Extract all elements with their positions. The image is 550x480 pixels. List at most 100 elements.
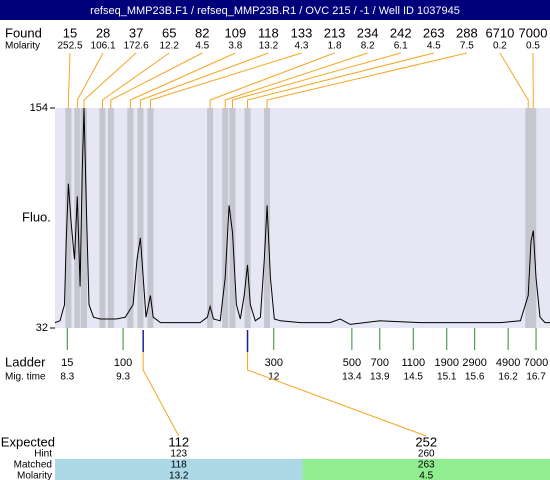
ladder-size: 300 xyxy=(265,357,283,369)
found-connector xyxy=(101,52,170,108)
peak-band xyxy=(81,108,88,328)
ladder-time: 15.1 xyxy=(437,372,457,383)
ladder-time: 13.4 xyxy=(342,372,362,383)
expected-connector xyxy=(247,352,427,437)
found-molarity: 6.1 xyxy=(394,41,408,52)
found-size: 234 xyxy=(357,25,379,40)
ladder-size: 1100 xyxy=(401,357,425,369)
ladder-time: 13.9 xyxy=(370,372,390,383)
y-label: Fluo. xyxy=(22,209,51,224)
found-connector xyxy=(247,52,434,108)
ladder-time: 8.3 xyxy=(60,372,74,383)
expected-connector xyxy=(142,352,180,437)
molarity-row-label: Molarity xyxy=(17,471,52,480)
found-molarity: 4.5 xyxy=(195,41,209,52)
title: refseq_MMP23B.F1 / refseq_MMP23B.R1 / OV… xyxy=(90,5,460,17)
mig-time-label: Mig. time xyxy=(5,372,46,383)
matched-value: 263 xyxy=(418,460,435,471)
ladder-time: 15.6 xyxy=(465,372,485,383)
matched-cell xyxy=(55,459,303,480)
ladder-time: 12 xyxy=(268,372,280,383)
peak-band xyxy=(65,108,72,328)
peak-band xyxy=(264,108,271,328)
molarity-value: 4.5 xyxy=(419,471,433,480)
found-size: 133 xyxy=(291,25,313,40)
found-connector xyxy=(76,52,104,108)
found-size: 242 xyxy=(390,25,412,40)
hint-label: Hint xyxy=(34,449,52,460)
ladder-size: 500 xyxy=(343,357,361,369)
found-size: 109 xyxy=(225,25,247,40)
peak-band xyxy=(74,108,81,328)
ladder-size: 7000 xyxy=(524,357,548,369)
found-connector xyxy=(266,52,467,108)
found-molarity: 13.2 xyxy=(259,41,279,52)
found-connector xyxy=(149,52,302,108)
trace xyxy=(54,107,550,325)
y-tick-label: 32 xyxy=(36,322,48,334)
peak-band xyxy=(244,108,251,328)
ladder-label: Ladder xyxy=(5,354,46,369)
found-connector xyxy=(110,52,203,108)
peak-band xyxy=(222,108,229,328)
found-size: 213 xyxy=(324,25,346,40)
matched-label: Matched xyxy=(14,460,52,471)
ladder-size: 1900 xyxy=(435,357,459,369)
found-connector xyxy=(231,52,401,108)
ladder-size: 2900 xyxy=(462,357,486,369)
found-connector xyxy=(499,52,529,108)
found-molarity: 0.5 xyxy=(526,41,540,52)
found-size: 7000 xyxy=(519,25,548,40)
found-size: 263 xyxy=(423,25,445,40)
peak-band xyxy=(530,108,537,328)
found-size: 288 xyxy=(456,25,478,40)
found-molarity: 4.5 xyxy=(427,41,441,52)
found-connector xyxy=(129,52,236,108)
found-size: 37 xyxy=(129,25,143,40)
found-molarity: 252.5 xyxy=(57,41,82,52)
matched-cell xyxy=(302,459,550,480)
ladder-size: 15 xyxy=(61,357,73,369)
found-molarity: 172.6 xyxy=(124,41,149,52)
found-connector xyxy=(83,52,137,108)
molarity-value: 13.2 xyxy=(169,471,189,480)
peak-band xyxy=(525,108,532,328)
ladder-size: 100 xyxy=(114,357,132,369)
found-molarity: 8.2 xyxy=(361,41,375,52)
found-connector xyxy=(67,52,71,108)
peak-band xyxy=(127,108,134,328)
peak-band xyxy=(229,108,236,328)
peak-band xyxy=(207,108,214,328)
ladder-size: 4900 xyxy=(496,357,520,369)
found-size: 28 xyxy=(96,25,110,40)
found-size: 65 xyxy=(162,25,176,40)
found-molarity: 1.8 xyxy=(328,41,342,52)
found-connector xyxy=(139,52,269,108)
found-size: 82 xyxy=(195,25,209,40)
found-size: 118 xyxy=(258,25,279,40)
found-size: 15 xyxy=(63,25,77,40)
peak-band xyxy=(137,108,144,328)
hint-value: 123 xyxy=(170,449,187,460)
found-connector xyxy=(224,52,368,108)
ladder-size: 700 xyxy=(371,357,389,369)
peak-band xyxy=(147,108,154,328)
y-tick-label: 154 xyxy=(30,102,48,114)
found-molarity: 0.2 xyxy=(493,41,507,52)
peak-band xyxy=(99,108,106,328)
expected-label: Expected xyxy=(1,434,55,449)
found-molarity: 106.1 xyxy=(91,41,116,52)
ladder-time: 14.5 xyxy=(404,372,424,383)
hint-value: 260 xyxy=(418,449,435,460)
ladder-time: 16.2 xyxy=(498,372,518,383)
found-molarity: 12.2 xyxy=(159,41,179,52)
matched-value: 118 xyxy=(171,460,187,471)
found-molarity: 7.5 xyxy=(460,41,474,52)
found-connector xyxy=(209,52,335,108)
found-molarity: 3.8 xyxy=(228,41,242,52)
found-size: 6710 xyxy=(485,25,514,40)
expected-value: 112 xyxy=(168,434,189,449)
ladder-time: 9.3 xyxy=(116,372,130,383)
expected-value: 252 xyxy=(415,434,437,449)
